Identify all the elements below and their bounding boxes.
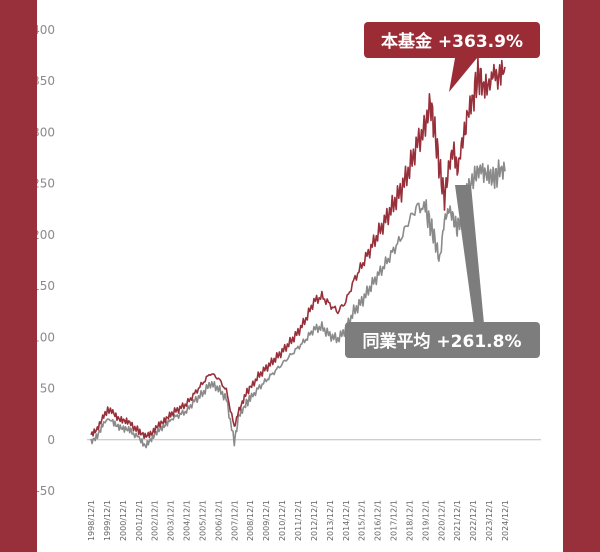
x-tick-label: 2022/12/1 bbox=[469, 500, 478, 541]
callout-label-fund: 本基金 +363.9% bbox=[381, 31, 523, 52]
x-tick-label: 2015/12/1 bbox=[358, 500, 367, 541]
y-tick-label: 250 bbox=[37, 177, 55, 191]
y-tick-label: 300 bbox=[37, 125, 55, 139]
callout-label-peer: 同業平均 +261.8% bbox=[363, 331, 522, 352]
x-tick-label: 2023/12/1 bbox=[485, 500, 494, 541]
x-tick-label: 2019/12/1 bbox=[421, 500, 430, 541]
y-tick-label: 400 bbox=[37, 23, 55, 37]
x-tick-label: 2003/12/1 bbox=[167, 500, 176, 541]
series-layer bbox=[90, 56, 506, 449]
callout-pointer-peer bbox=[455, 185, 484, 324]
x-tick-label: 2021/12/1 bbox=[453, 500, 462, 541]
x-tick-label: 2007/12/1 bbox=[230, 500, 239, 541]
x-tick-label: 2018/12/1 bbox=[405, 500, 414, 541]
callouts: 本基金 +363.9% 同業平均 +261.8% bbox=[345, 22, 540, 358]
callout-box-peer bbox=[345, 322, 540, 358]
callout-box-fund bbox=[364, 22, 540, 58]
x-tick-label: 2010/12/1 bbox=[278, 500, 287, 541]
y-tick-label: 350 bbox=[37, 74, 55, 88]
x-tick-label: 2005/12/1 bbox=[198, 500, 207, 541]
y-tick-label: 200 bbox=[37, 228, 55, 242]
x-tick-label: 2014/12/1 bbox=[342, 500, 351, 541]
x-tick-label: 2000/12/1 bbox=[119, 500, 128, 541]
y-tick-label: 150 bbox=[37, 279, 55, 293]
x-tick-label: 2024/12/1 bbox=[501, 500, 510, 541]
y-axis: -50 0 50 100 150 200 250 300 350 400 bbox=[37, 23, 55, 498]
x-tick-label: 1998/12/1 bbox=[87, 500, 96, 541]
callout-pointer-fund bbox=[449, 58, 477, 92]
y-tick-label: -50 bbox=[37, 484, 55, 498]
x-tick-label: 2012/12/1 bbox=[310, 500, 319, 541]
chart-panel: -50050100150200250300350400 1998/12/1199… bbox=[37, 0, 563, 552]
x-tick-label: 2009/12/1 bbox=[262, 500, 271, 541]
series-line-peer bbox=[90, 159, 506, 449]
x-tick-label: 2013/12/1 bbox=[326, 500, 335, 541]
x-tick-label: 2008/12/1 bbox=[246, 500, 255, 541]
x-tick-label: 2020/12/1 bbox=[437, 500, 446, 541]
x-tick-label: 2002/12/1 bbox=[151, 500, 160, 541]
x-tick-label: 2006/12/1 bbox=[214, 500, 223, 541]
x-tick-label: 1999/12/1 bbox=[103, 500, 112, 541]
y-tick-label: 100 bbox=[37, 330, 55, 344]
y-tick-label: 50 bbox=[40, 382, 55, 396]
x-tick-label: 2011/12/1 bbox=[294, 500, 303, 541]
line-chart: -50050100150200250300350400 1998/12/1199… bbox=[37, 22, 541, 541]
x-axis: 1998/12/1 1999/12/1 2000/12/1 2001/12/1 2002… bbox=[87, 500, 510, 541]
y-tick-label: 0 bbox=[47, 433, 55, 447]
series-line-fund bbox=[90, 56, 506, 440]
x-tick-label: 2004/12/1 bbox=[183, 500, 192, 541]
x-tick-label: 2016/12/1 bbox=[374, 500, 383, 541]
x-tick-label: 2017/12/1 bbox=[390, 500, 399, 541]
x-tick-label: 2001/12/1 bbox=[135, 500, 144, 541]
